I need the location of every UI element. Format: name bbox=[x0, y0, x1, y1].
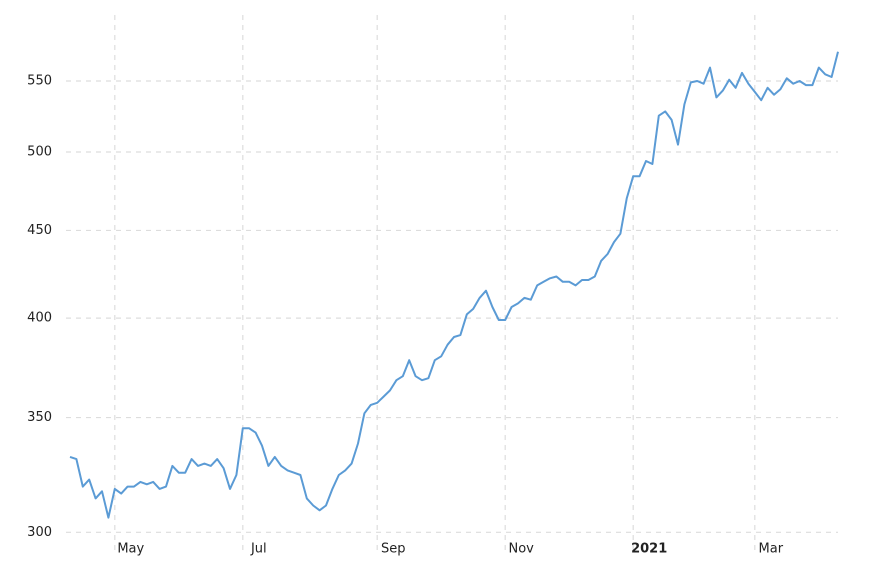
y-tick-label: 550 bbox=[27, 74, 52, 89]
y-tick-label: 350 bbox=[27, 410, 52, 425]
x-tick-label: Jul bbox=[250, 542, 267, 557]
y-tick-label: 450 bbox=[27, 223, 52, 238]
price-line bbox=[69, 51, 839, 519]
x-tick-label: 2021 bbox=[631, 542, 667, 557]
x-tick-label: Nov bbox=[509, 542, 535, 557]
x-tick-label: May bbox=[117, 542, 144, 557]
x-tick-label: Sep bbox=[381, 542, 406, 557]
y-tick-label: 500 bbox=[27, 144, 52, 159]
y-tick-label: 300 bbox=[27, 525, 52, 540]
x-tick-label: Mar bbox=[759, 542, 784, 557]
y-tick-label: 400 bbox=[27, 311, 52, 326]
